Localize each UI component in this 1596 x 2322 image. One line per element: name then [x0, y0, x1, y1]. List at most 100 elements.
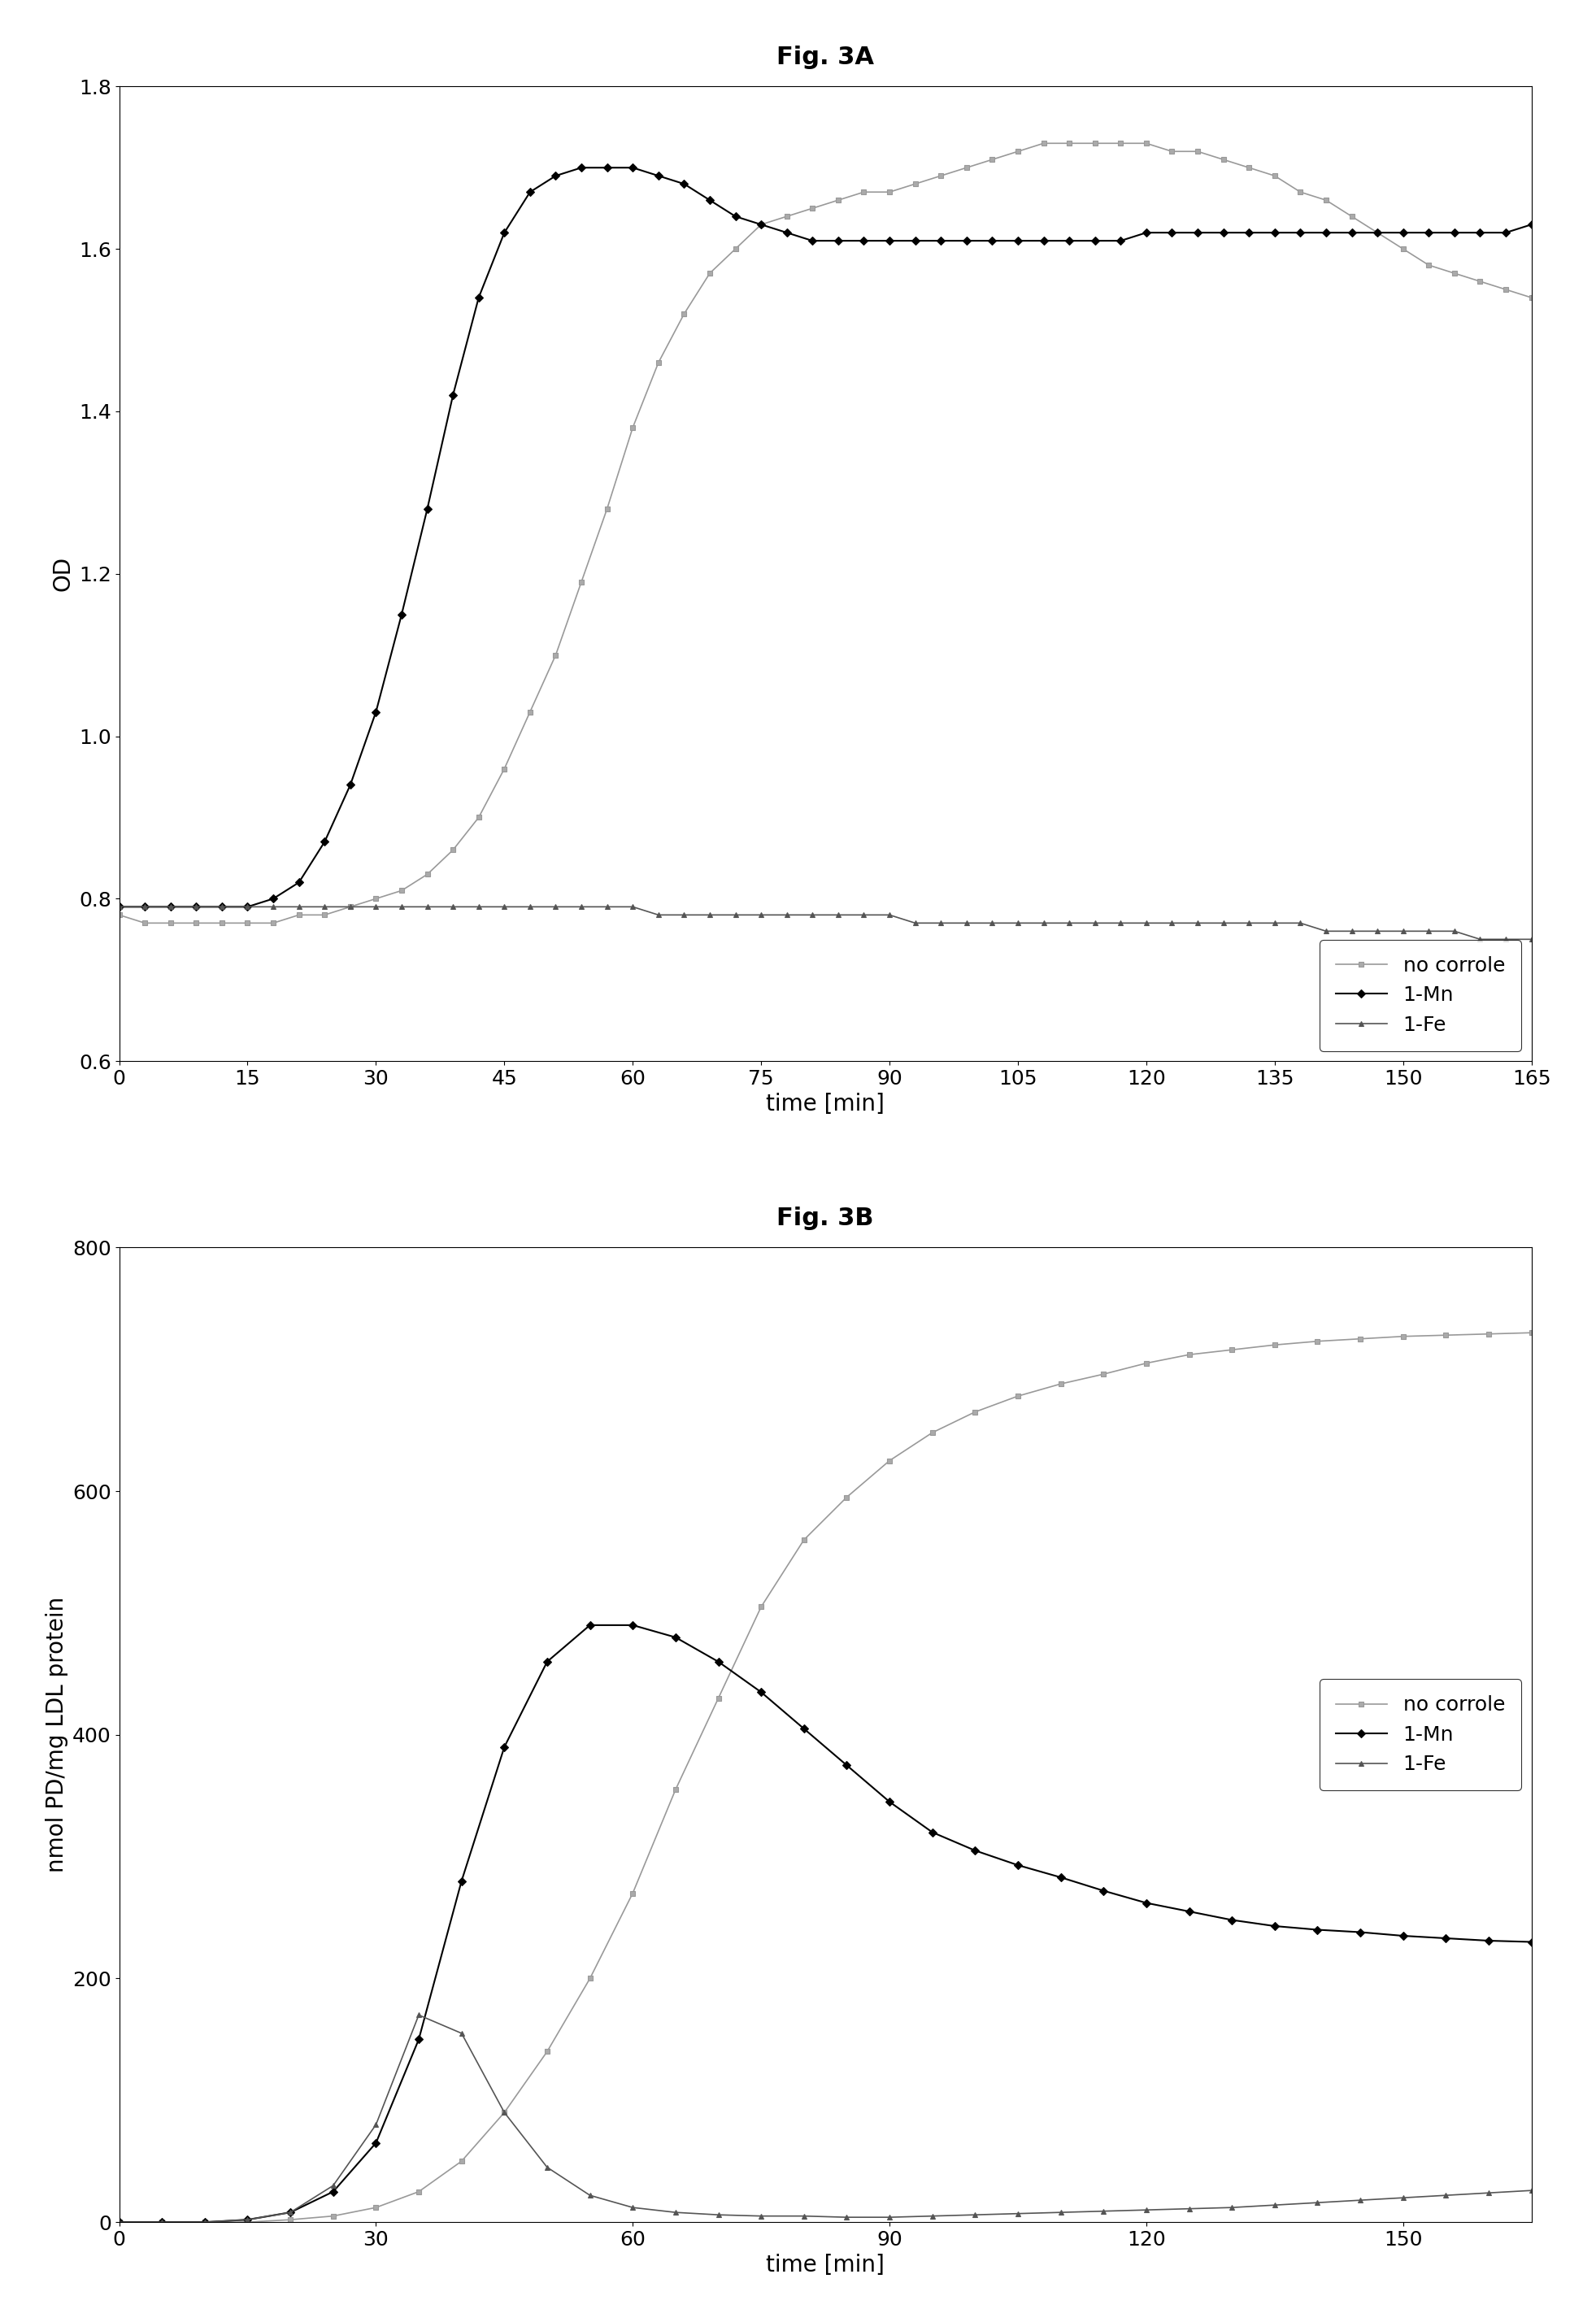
1-Fe — [879, 2204, 899, 2231]
1-Fe — [838, 2204, 857, 2231]
1-Fe — [110, 894, 129, 922]
1-Mn — [1266, 1911, 1285, 1939]
1-Mn — [136, 894, 155, 922]
1-Mn — [1436, 1925, 1456, 1953]
1-Mn — [571, 153, 591, 181]
1-Mn — [367, 2129, 386, 2157]
1-Fe — [1052, 2199, 1071, 2227]
1-Mn — [1523, 1927, 1542, 1955]
1-Mn — [1179, 1897, 1199, 1925]
1-Fe — [1136, 2197, 1156, 2224]
1-Mn — [650, 163, 669, 190]
1-Fe — [1523, 926, 1542, 954]
1-Mn — [1009, 228, 1028, 255]
1-Fe — [1034, 910, 1053, 938]
1-Fe — [1223, 2194, 1242, 2222]
no corrole — [1307, 1328, 1326, 1356]
no corrole — [709, 1683, 728, 1711]
no corrole — [1479, 1319, 1499, 1347]
1-Fe — [324, 2171, 343, 2199]
no corrole — [932, 163, 951, 190]
1-Mn — [581, 1611, 600, 1639]
1-Fe — [367, 2111, 386, 2139]
1-Fe — [1093, 2197, 1112, 2224]
no corrole — [1093, 1361, 1112, 1389]
1-Mn — [1307, 1916, 1326, 1944]
no corrole — [1052, 1370, 1071, 1398]
1-Mn — [922, 1818, 942, 1846]
no corrole — [281, 2206, 300, 2234]
Line: no corrole: no corrole — [117, 1331, 1534, 2224]
no corrole — [1523, 1319, 1542, 1347]
1-Fe — [281, 2199, 300, 2227]
1-Mn — [1009, 1851, 1028, 1878]
no corrole — [1436, 1321, 1456, 1349]
1-Fe — [622, 2194, 642, 2222]
1-Mn — [1350, 1918, 1369, 1946]
1-Fe — [581, 2180, 600, 2208]
no corrole — [795, 1526, 814, 1553]
1-Mn — [795, 1714, 814, 1742]
1-Fe — [409, 2002, 428, 2029]
1-Fe — [136, 894, 155, 922]
1-Fe — [195, 2208, 214, 2236]
no corrole — [666, 1776, 685, 1804]
no corrole — [409, 2178, 428, 2206]
Legend: no corrole, 1-Mn, 1-Fe: no corrole, 1-Mn, 1-Fe — [1320, 1679, 1521, 1790]
Line: 1-Fe: 1-Fe — [117, 903, 1534, 943]
no corrole — [838, 1484, 857, 1512]
1-Mn — [452, 1867, 471, 1895]
no corrole — [110, 901, 129, 929]
Line: 1-Mn: 1-Mn — [117, 1623, 1534, 2224]
no corrole — [1034, 130, 1053, 158]
no corrole — [495, 2099, 514, 2127]
1-Mn — [152, 2208, 171, 2236]
1-Mn — [238, 2206, 257, 2234]
1-Mn — [709, 1649, 728, 1676]
1-Mn — [110, 2208, 129, 2236]
no corrole — [195, 2208, 214, 2236]
no corrole — [136, 910, 155, 938]
Legend: no corrole, 1-Mn, 1-Fe: no corrole, 1-Mn, 1-Fe — [1320, 940, 1521, 1052]
1-Fe — [966, 2201, 985, 2229]
1-Mn — [324, 2178, 343, 2206]
1-Fe — [1009, 2199, 1028, 2227]
Title: Fig. 3B: Fig. 3B — [777, 1205, 875, 1231]
1-Mn — [110, 894, 129, 922]
1-Mn — [879, 1788, 899, 1816]
Y-axis label: OD: OD — [51, 557, 75, 592]
no corrole — [1085, 130, 1104, 158]
1-Fe — [795, 2201, 814, 2229]
1-Fe — [922, 2201, 942, 2229]
1-Mn — [1393, 1923, 1412, 1950]
1-Fe — [709, 2201, 728, 2229]
1-Mn — [409, 2025, 428, 2053]
1-Fe — [452, 2020, 471, 2048]
Line: 1-Mn: 1-Mn — [117, 165, 1534, 910]
Title: Fig. 3A: Fig. 3A — [777, 44, 875, 70]
1-Mn — [1093, 1876, 1112, 1904]
1-Fe — [152, 2208, 171, 2236]
no corrole — [922, 1419, 942, 1447]
1-Mn — [281, 2199, 300, 2227]
1-Fe — [538, 2152, 557, 2180]
1-Fe — [110, 2208, 129, 2236]
1-Mn — [932, 228, 951, 255]
no corrole — [966, 1398, 985, 1426]
no corrole — [452, 2148, 471, 2176]
1-Mn — [195, 2208, 214, 2236]
X-axis label: time [min]: time [min] — [766, 1094, 884, 1117]
no corrole — [1009, 137, 1028, 165]
1-Mn — [495, 1732, 514, 1760]
1-Fe — [1187, 910, 1207, 938]
no corrole — [1523, 283, 1542, 311]
1-Fe — [495, 2099, 514, 2127]
1-Mn — [1060, 228, 1079, 255]
Line: no corrole: no corrole — [117, 142, 1534, 926]
1-Fe — [1523, 2176, 1542, 2204]
no corrole — [1179, 1340, 1199, 1368]
1-Mn — [1223, 1906, 1242, 1934]
1-Mn — [666, 1623, 685, 1651]
1-Mn — [1479, 1927, 1499, 1955]
no corrole — [622, 1878, 642, 1906]
